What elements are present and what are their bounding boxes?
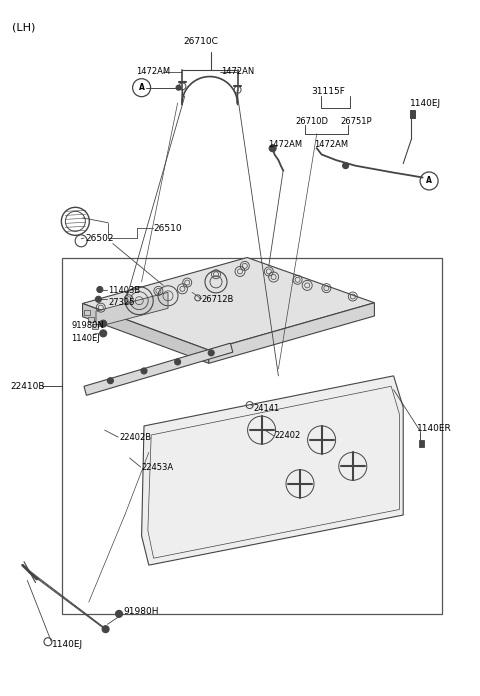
Text: A: A [139,84,144,92]
Polygon shape [84,343,233,395]
Text: 1140EJ: 1140EJ [71,334,100,342]
Text: 26502: 26502 [85,234,114,242]
Text: 1472AM: 1472AM [314,140,348,148]
Circle shape [116,610,122,617]
Text: 26751P: 26751P [341,118,372,126]
Bar [92,324,98,329]
Circle shape [343,163,348,168]
Circle shape [102,626,109,633]
Circle shape [141,368,147,374]
Text: 26712B: 26712B [202,295,234,303]
Polygon shape [96,292,168,327]
Circle shape [97,287,103,292]
Circle shape [175,359,180,365]
Bar [84,310,90,315]
Text: 1140EJ: 1140EJ [52,640,83,649]
Text: 1472AN: 1472AN [221,68,254,76]
Polygon shape [83,258,374,350]
Circle shape [100,330,107,337]
Text: 26510: 26510 [154,224,182,232]
Text: 31115F: 31115F [311,88,345,96]
Polygon shape [83,303,209,363]
Text: 91980H: 91980H [124,607,159,615]
Text: 26710C: 26710C [183,38,218,46]
Text: 1140EJ: 1140EJ [410,99,442,107]
Text: 26710D: 26710D [295,118,328,126]
Bar [62,258,442,614]
Text: 11403B: 11403B [108,287,140,295]
Text: 22453A: 22453A [142,463,174,471]
Text: 22402: 22402 [275,432,301,440]
Text: 22410B: 22410B [11,382,45,390]
Text: 22402B: 22402B [119,433,151,441]
Text: 27325: 27325 [108,298,134,306]
Circle shape [96,296,101,302]
Circle shape [176,85,181,90]
Bar [410,111,415,118]
Circle shape [208,350,214,356]
Text: (LH): (LH) [12,23,36,33]
Text: 1472AM: 1472AM [268,140,302,148]
Bar [88,317,94,322]
Text: 91980N: 91980N [71,321,104,329]
Polygon shape [142,376,403,565]
Circle shape [108,378,113,383]
Bar [419,440,424,447]
Text: 24141: 24141 [253,404,280,413]
Text: 1472AM: 1472AM [136,68,170,76]
Text: 1140ER: 1140ER [417,424,451,432]
Circle shape [269,145,276,152]
Polygon shape [209,303,374,363]
Circle shape [100,320,107,327]
Text: A: A [426,177,432,185]
